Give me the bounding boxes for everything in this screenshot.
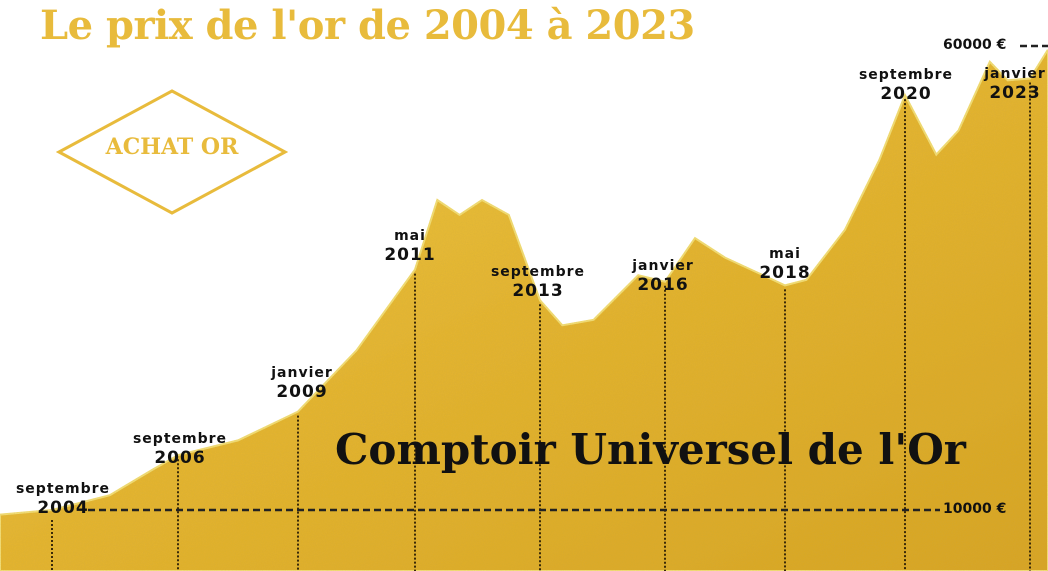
marker-month: septembre [132, 431, 228, 447]
marker-label-2011: mai 2011 [384, 227, 435, 265]
marker-year: 2023 [989, 83, 1041, 103]
marker-year: 2011 [384, 245, 436, 265]
marker-month: septembre [858, 67, 954, 83]
marker-month: janvier [271, 365, 333, 381]
marker-month: mai [394, 228, 426, 244]
marker-month: septembre [15, 481, 111, 497]
marker-label-2018: mai 2018 [759, 245, 810, 283]
marker-label-2020: septembre 2020 [859, 66, 953, 104]
price-area [0, 48, 1048, 571]
marker-year: 2006 [154, 448, 206, 468]
marker-year: 2004 [37, 498, 89, 518]
achat-or-label: ACHAT OR [105, 134, 239, 160]
marker-label-2013: septembre 2013 [491, 263, 585, 301]
marker-year: 2013 [512, 281, 564, 301]
marker-year: 2009 [276, 382, 328, 402]
y-label-60000: 60000 € [943, 37, 1007, 53]
achat-or-badge[interactable]: ACHAT OR [56, 88, 288, 216]
marker-label-2004: septembre 2004 [16, 480, 110, 518]
marker-label-2006: septembre 2006 [133, 430, 227, 468]
marker-year: 2016 [637, 275, 689, 295]
marker-month: janvier [632, 258, 694, 274]
y-label-10000: 10000 € [943, 501, 1007, 517]
marker-month: mai [769, 246, 801, 262]
marker-month: septembre [490, 264, 586, 280]
marker-year: 2020 [880, 84, 932, 104]
marker-year: 2018 [759, 263, 811, 283]
marker-label-2009: janvier 2009 [271, 364, 333, 402]
diamond-frame-icon [56, 89, 288, 215]
marker-label-2016: janvier 2016 [632, 257, 694, 295]
marker-month: janvier [984, 66, 1046, 82]
page-title: Le prix de l'or de 2004 à 2023 [40, 2, 695, 49]
watermark-brand: Comptoir Universel de l'Or [335, 425, 966, 474]
marker-label-2023: janvier 2023 [984, 65, 1046, 103]
